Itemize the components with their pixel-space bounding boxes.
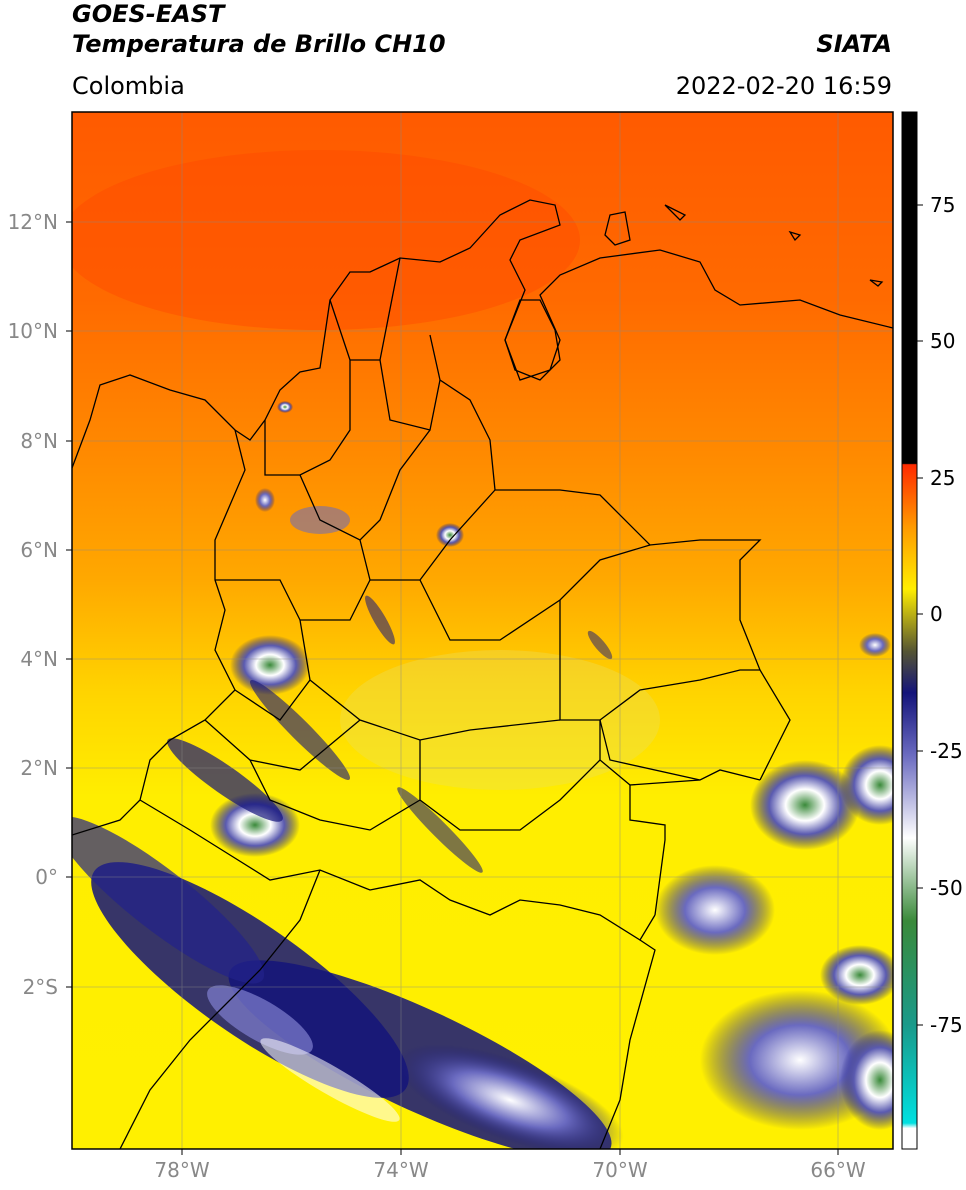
organization-label: SIATA — [816, 30, 892, 58]
graticule — [72, 112, 893, 1149]
axis-ticks — [66, 221, 839, 1155]
satellite-image — [72, 112, 893, 1149]
colorbar-label-75: 75 — [930, 193, 956, 217]
colorbar-label-neg25: -25 — [930, 739, 963, 763]
map-frame — [71, 111, 894, 1150]
country-borders — [72, 199, 893, 1149]
lat-label-2n: 2°N — [20, 756, 58, 780]
lon-label-70w: 70°W — [592, 1158, 648, 1182]
lon-label-78w: 78°W — [154, 1158, 210, 1182]
lon-label-66w: 66°W — [810, 1158, 866, 1182]
colorbar-label-neg50: -50 — [930, 876, 963, 900]
colorbar-label-25: 25 — [930, 466, 956, 490]
timestamp-label: 2022-02-20 16:59 — [675, 72, 892, 100]
lat-label-12n: 12°N — [7, 210, 58, 234]
lat-label-2s: 2°S — [22, 975, 58, 999]
lat-label-4n: 4°N — [20, 647, 58, 671]
lat-label-6n: 6°N — [20, 538, 58, 562]
colorbar-label-neg75: -75 — [930, 1013, 963, 1037]
lon-label-74w: 74°W — [373, 1158, 429, 1182]
lat-label-0: 0° — [35, 865, 58, 889]
lat-label-8n: 8°N — [20, 429, 58, 453]
colorbar — [901, 111, 923, 1150]
colorbar-label-0: 0 — [930, 602, 943, 626]
colorbar-label-50: 50 — [930, 329, 956, 353]
satellite-title: GOES-EAST — [72, 0, 225, 28]
region-label: Colombia — [72, 72, 185, 100]
product-title: Temperatura de Brillo CH10 — [72, 30, 446, 58]
lat-label-10n: 10°N — [7, 319, 58, 343]
